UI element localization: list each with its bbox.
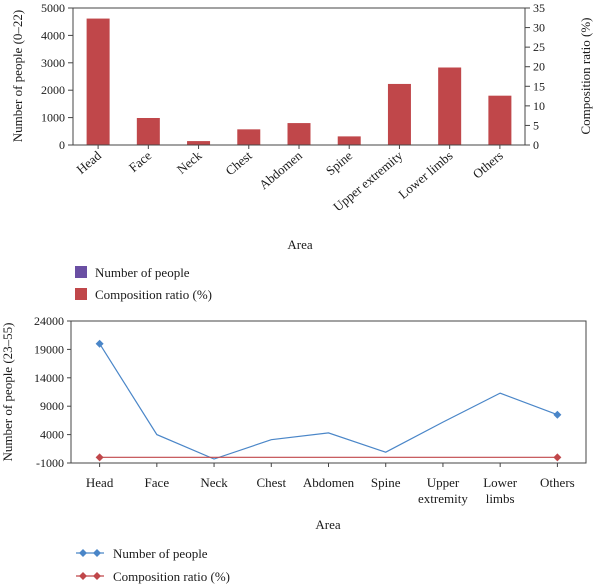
legend-marker-composition-ratio <box>79 572 101 580</box>
line-chart-category-label-chest: Chest <box>256 475 286 490</box>
line-chart-x-axis-label: Area <box>315 517 340 532</box>
bar-spine <box>337 136 361 145</box>
bar-chart-category-label-head: Head <box>73 147 104 176</box>
bar-lower-limbs <box>438 67 462 145</box>
bar-chart-right-tick-label: 20 <box>533 60 545 74</box>
line-point-composition-ratio-others <box>553 453 562 462</box>
line-chart-category-label-upper-extremity: Upper extremity <box>418 475 468 506</box>
line-chart-category-label-spine: Spine <box>371 475 401 490</box>
bar-chart-y2-axis-label: Composition ratio (%) <box>578 18 593 135</box>
line-chart-y-tick-label: -1000 <box>36 456 64 470</box>
bar-chart-category-label-neck: Neck <box>174 147 205 176</box>
bar-neck <box>187 141 211 145</box>
legend-label-composition-ratio: Composition ratio (%) <box>95 287 212 302</box>
line-chart-y-ticks: -1000 4000 9000 14000 19000 24000 <box>34 314 71 470</box>
bar-chart-right-tick-label: 30 <box>533 21 545 35</box>
line-series-number-of-people <box>99 343 558 460</box>
bar-chart-category-label-chest: Chest <box>222 148 255 179</box>
line-chart-series <box>95 339 562 462</box>
bar-chart-right-tick-label: 10 <box>533 99 545 113</box>
line-point-number-of-people-head <box>95 339 104 348</box>
bar-chart-right-tick-label: 0 <box>533 138 539 152</box>
line-chart-category-label-abdomen: Abdomen <box>303 475 355 490</box>
bar-chest <box>237 129 261 145</box>
line-chart-y-tick-label: 24000 <box>34 314 64 328</box>
bar-abdomen <box>287 123 311 145</box>
bar-chart-x-axis-label: Area <box>287 237 312 252</box>
legend-marker-number-of-people <box>79 549 101 557</box>
line-chart-legend: Number of people Composition ratio (%) <box>76 546 230 584</box>
line-chart-y-tick-label: 14000 <box>34 371 64 385</box>
bar-chart-left-tick-label: 5000 <box>41 1 65 15</box>
bar-chart-left-ticks: 0 1000 2000 3000 4000 5000 <box>41 1 73 152</box>
line-chart-category-label-others: Others <box>540 475 575 490</box>
line-point-number-of-people-others <box>553 410 562 419</box>
bar-upper-extremity <box>387 83 411 145</box>
bar-chart-right-ticks: 0 5 10 15 20 25 30 35 <box>525 1 545 152</box>
bar-chart-right-tick-label: 35 <box>533 1 545 15</box>
legend-label-number-of-people-line: Number of people <box>113 546 208 561</box>
bar-chart-bars <box>86 18 512 145</box>
legend-label-number-of-people: Number of people <box>95 265 190 280</box>
line-point-composition-ratio-head <box>95 453 104 462</box>
bar-others <box>488 95 512 145</box>
line-chart-plot-frame <box>70 320 587 464</box>
legend-label-composition-ratio-line: Composition ratio (%) <box>113 569 230 584</box>
bar-chart-category-label-others: Others <box>470 148 506 182</box>
line-chart-y-tick-label: 19000 <box>34 342 64 356</box>
bar-chart-category-label-lower-limbs: Lower limbs <box>395 148 455 202</box>
legend-swatch-composition-ratio <box>75 288 87 300</box>
line-chart-category-label-lower-limbs: Lower limbs <box>483 475 518 506</box>
bar-chart: 0 1000 2000 3000 4000 5000 0 5 10 15 20 25 30 35 Hea… <box>10 1 593 302</box>
bar-chart-category-label-face: Face <box>126 148 155 175</box>
bar-chart-left-tick-label: 4000 <box>41 28 65 42</box>
bar-chart-left-tick-label: 3000 <box>41 56 65 70</box>
bar-chart-left-tick-label: 2000 <box>41 83 65 97</box>
bar-chart-category-label-spine: Spine <box>323 148 356 179</box>
bar-chart-right-tick-label: 5 <box>533 118 539 132</box>
line-chart: -1000 4000 9000 14000 19000 24000 Head Face Nec… <box>0 314 587 584</box>
line-chart-category-label-head: Head <box>86 475 114 490</box>
bar-face <box>136 117 160 145</box>
line-chart-y-tick-label: 4000 <box>40 428 64 442</box>
line-chart-category-label-neck: Neck <box>200 475 228 490</box>
bar-chart-plot-frame <box>72 7 526 146</box>
bar-chart-right-tick-label: 25 <box>533 40 545 54</box>
bar-chart-left-tick-label: 0 <box>59 138 65 152</box>
bar-chart-y-axis-label: Number of people (0–22) <box>10 10 25 143</box>
line-chart-category-ticks: Head Face Neck Chest Abdomen Spine Upper extrem… <box>86 463 575 506</box>
bar-chart-legend: Number of people Composition ratio (%) <box>75 265 212 302</box>
line-chart-y-tick-label: 9000 <box>40 399 64 413</box>
bar-head <box>86 18 110 145</box>
legend-swatch-number-of-people <box>75 266 87 278</box>
bar-chart-category-label-abdomen: Abdomen <box>256 147 305 192</box>
bar-chart-left-tick-label: 1000 <box>41 111 65 125</box>
bar-chart-right-tick-label: 15 <box>533 79 545 93</box>
line-chart-y-axis-label: Number of people (23–55) <box>0 323 15 462</box>
line-chart-category-label-face: Face <box>145 475 170 490</box>
